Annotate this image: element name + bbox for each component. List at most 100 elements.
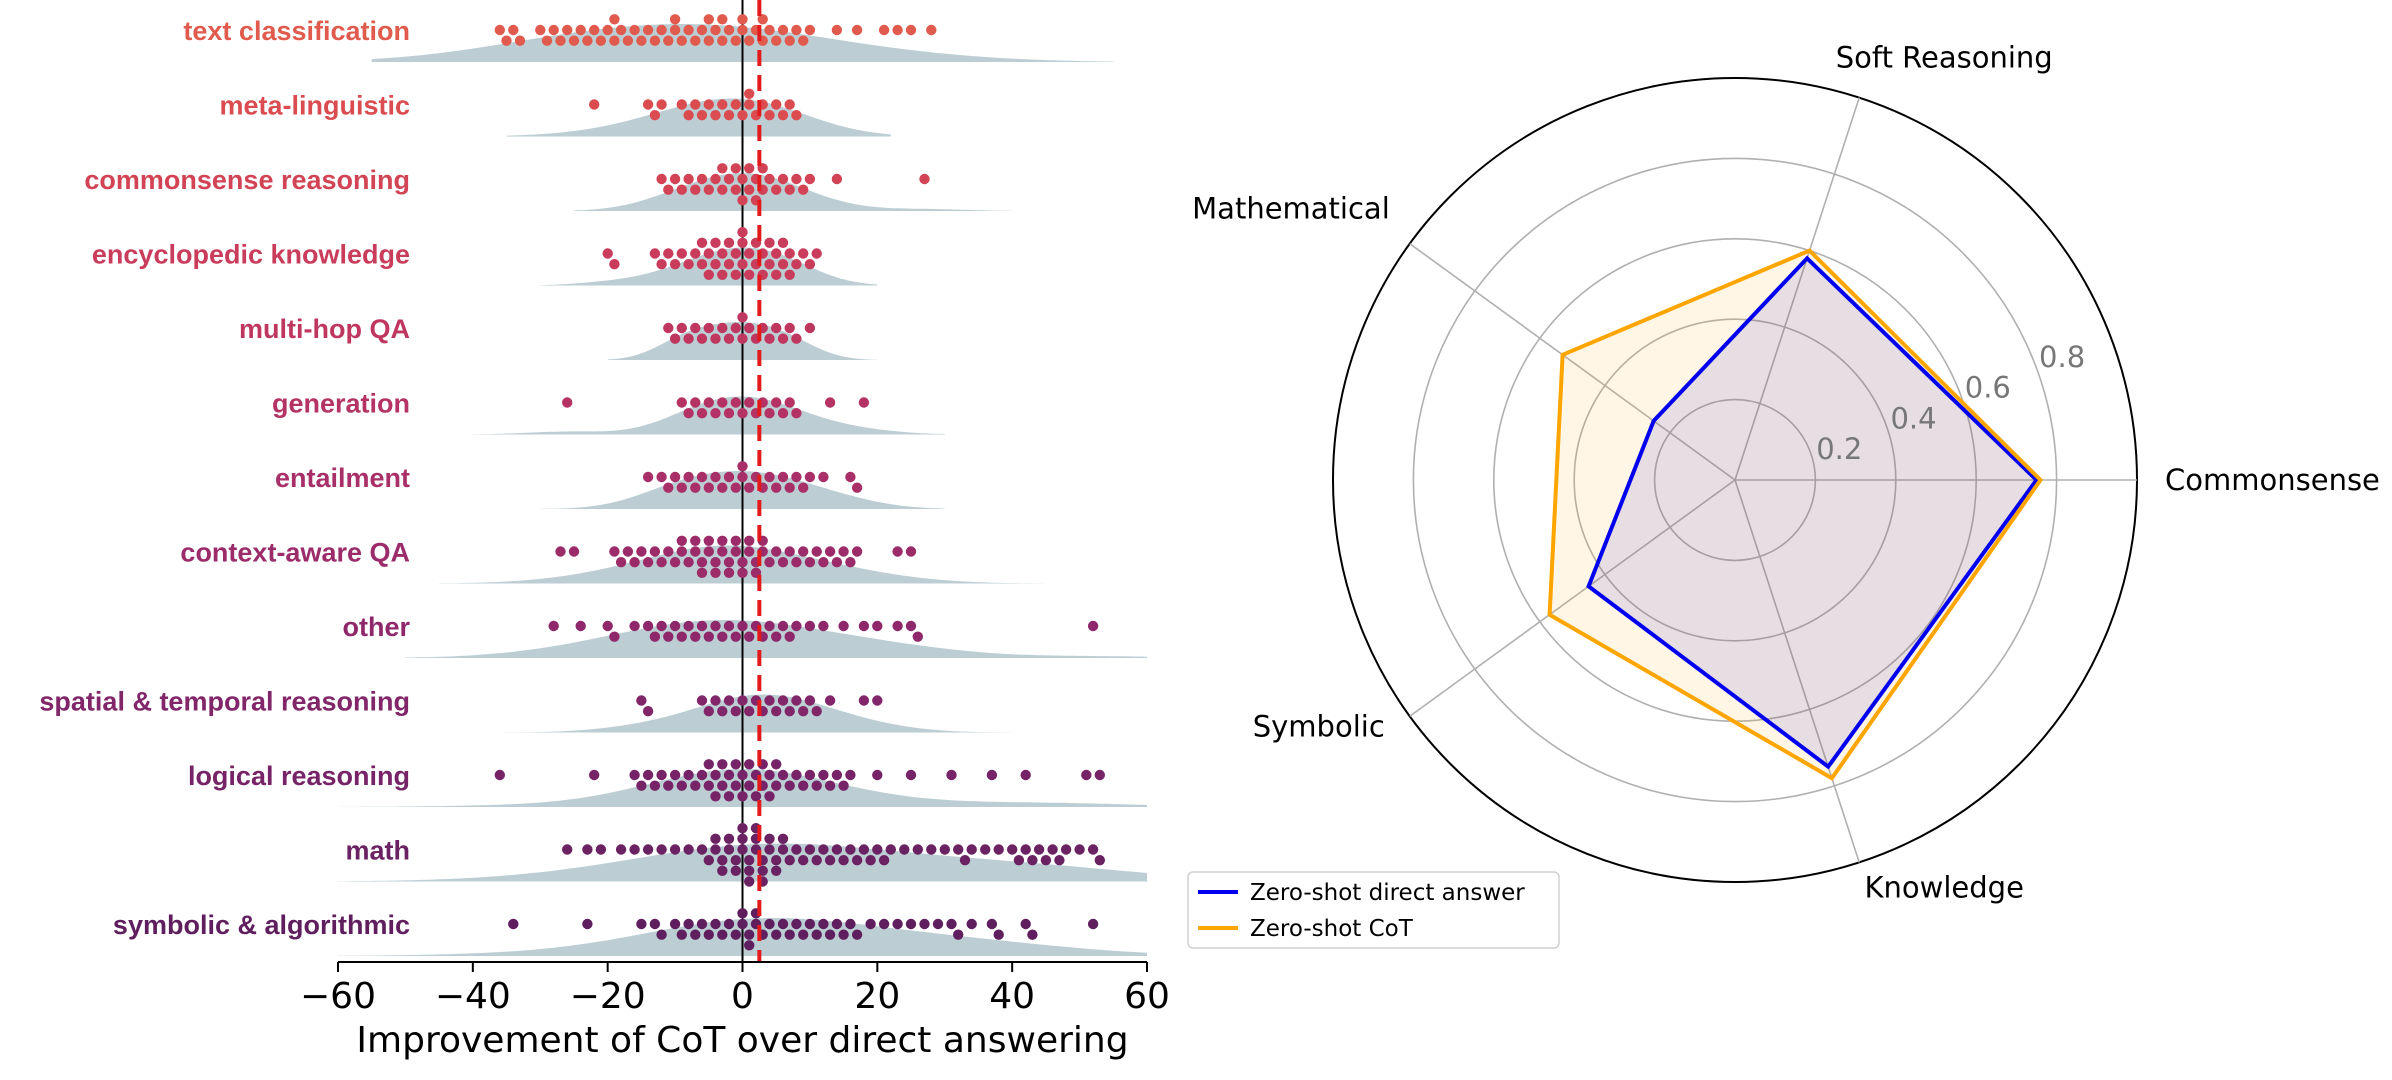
data-point xyxy=(717,269,728,280)
data-point xyxy=(723,259,735,270)
radar-axis-label: Symbolic xyxy=(1253,709,1385,743)
data-point xyxy=(730,706,741,717)
data-point xyxy=(791,333,802,344)
data-point xyxy=(784,706,795,717)
data-point xyxy=(737,259,748,270)
data-point xyxy=(642,557,654,568)
data-point xyxy=(737,844,748,855)
data-point xyxy=(737,333,748,344)
data-point xyxy=(791,408,802,419)
data-point xyxy=(602,24,613,36)
data-point xyxy=(690,248,701,259)
x-tick-label: 60 xyxy=(1124,976,1170,1017)
data-point xyxy=(656,99,667,110)
data-point xyxy=(771,482,782,493)
data-point xyxy=(784,482,795,493)
series-line xyxy=(1547,248,2044,781)
legend xyxy=(1187,871,1560,949)
data-point xyxy=(683,110,694,121)
data-point xyxy=(535,24,546,36)
data-point xyxy=(851,482,863,493)
data-point xyxy=(663,322,674,334)
data-point xyxy=(710,791,721,802)
data-point xyxy=(811,546,822,557)
data-point xyxy=(838,620,849,632)
data-point xyxy=(656,471,667,483)
data-point xyxy=(494,769,505,781)
data-point xyxy=(919,173,930,185)
data-point xyxy=(804,259,816,270)
swarm-plot: text classification meta-linguistic common… xyxy=(39,0,1170,1061)
data-point xyxy=(878,24,890,36)
data-point xyxy=(649,35,661,46)
data-point xyxy=(582,918,593,930)
data-point xyxy=(690,35,701,46)
data-point xyxy=(717,546,728,557)
category-label: multi-hop QA xyxy=(239,314,410,344)
data-point xyxy=(649,780,661,791)
data-point xyxy=(777,237,789,248)
data-point xyxy=(663,184,674,195)
data-point xyxy=(744,929,755,940)
data-point xyxy=(717,35,728,46)
data-point xyxy=(791,471,802,483)
data-point xyxy=(642,769,654,781)
data-point xyxy=(696,918,708,930)
data-point xyxy=(791,557,802,568)
data-point xyxy=(649,248,661,259)
category-label: logical reasoning xyxy=(188,761,410,791)
data-point xyxy=(676,535,687,546)
data-point xyxy=(575,620,586,632)
data-point xyxy=(737,769,748,781)
data-point xyxy=(811,780,822,791)
data-point xyxy=(878,918,890,930)
data-point xyxy=(703,397,714,408)
data-point xyxy=(838,855,849,866)
data-point xyxy=(878,855,890,866)
data-point xyxy=(690,546,701,557)
data-point xyxy=(980,844,991,855)
data-point xyxy=(764,471,775,483)
data-point xyxy=(872,695,883,706)
data-point xyxy=(622,35,634,46)
data-point xyxy=(824,855,836,866)
data-point xyxy=(777,844,789,855)
data-point xyxy=(575,24,586,36)
data-point xyxy=(744,535,755,546)
data-point xyxy=(744,99,755,110)
data-point xyxy=(737,833,748,844)
radial-tick-label: 0.4 xyxy=(1890,401,1936,435)
data-point xyxy=(771,397,782,408)
data-point xyxy=(703,631,714,642)
data-point xyxy=(737,312,748,323)
data-point xyxy=(696,620,708,632)
data-point xyxy=(730,482,741,493)
data-point xyxy=(669,24,681,36)
data-point xyxy=(986,918,998,930)
data-point xyxy=(777,408,789,419)
data-point xyxy=(615,844,627,855)
data-point xyxy=(1094,855,1106,866)
category-label: symbolic & algorithmic xyxy=(113,910,410,940)
data-point xyxy=(926,24,937,36)
data-point xyxy=(723,237,735,248)
data-point xyxy=(710,844,721,855)
data-point xyxy=(696,24,708,36)
data-point xyxy=(764,791,775,802)
data-point xyxy=(845,918,856,930)
data-point xyxy=(548,24,559,36)
data-point xyxy=(717,184,728,195)
data-point xyxy=(649,918,661,930)
data-point xyxy=(710,237,721,248)
data-point xyxy=(663,248,674,259)
data-point xyxy=(851,855,863,866)
data-point xyxy=(669,557,681,568)
data-point xyxy=(710,567,721,578)
data-point xyxy=(791,173,802,185)
data-point xyxy=(730,631,741,642)
data-point xyxy=(939,844,950,855)
data-point xyxy=(676,780,687,791)
data-point xyxy=(811,248,822,259)
data-point xyxy=(609,631,620,642)
legend-label: Zero-shot direct answer xyxy=(1250,880,1525,906)
